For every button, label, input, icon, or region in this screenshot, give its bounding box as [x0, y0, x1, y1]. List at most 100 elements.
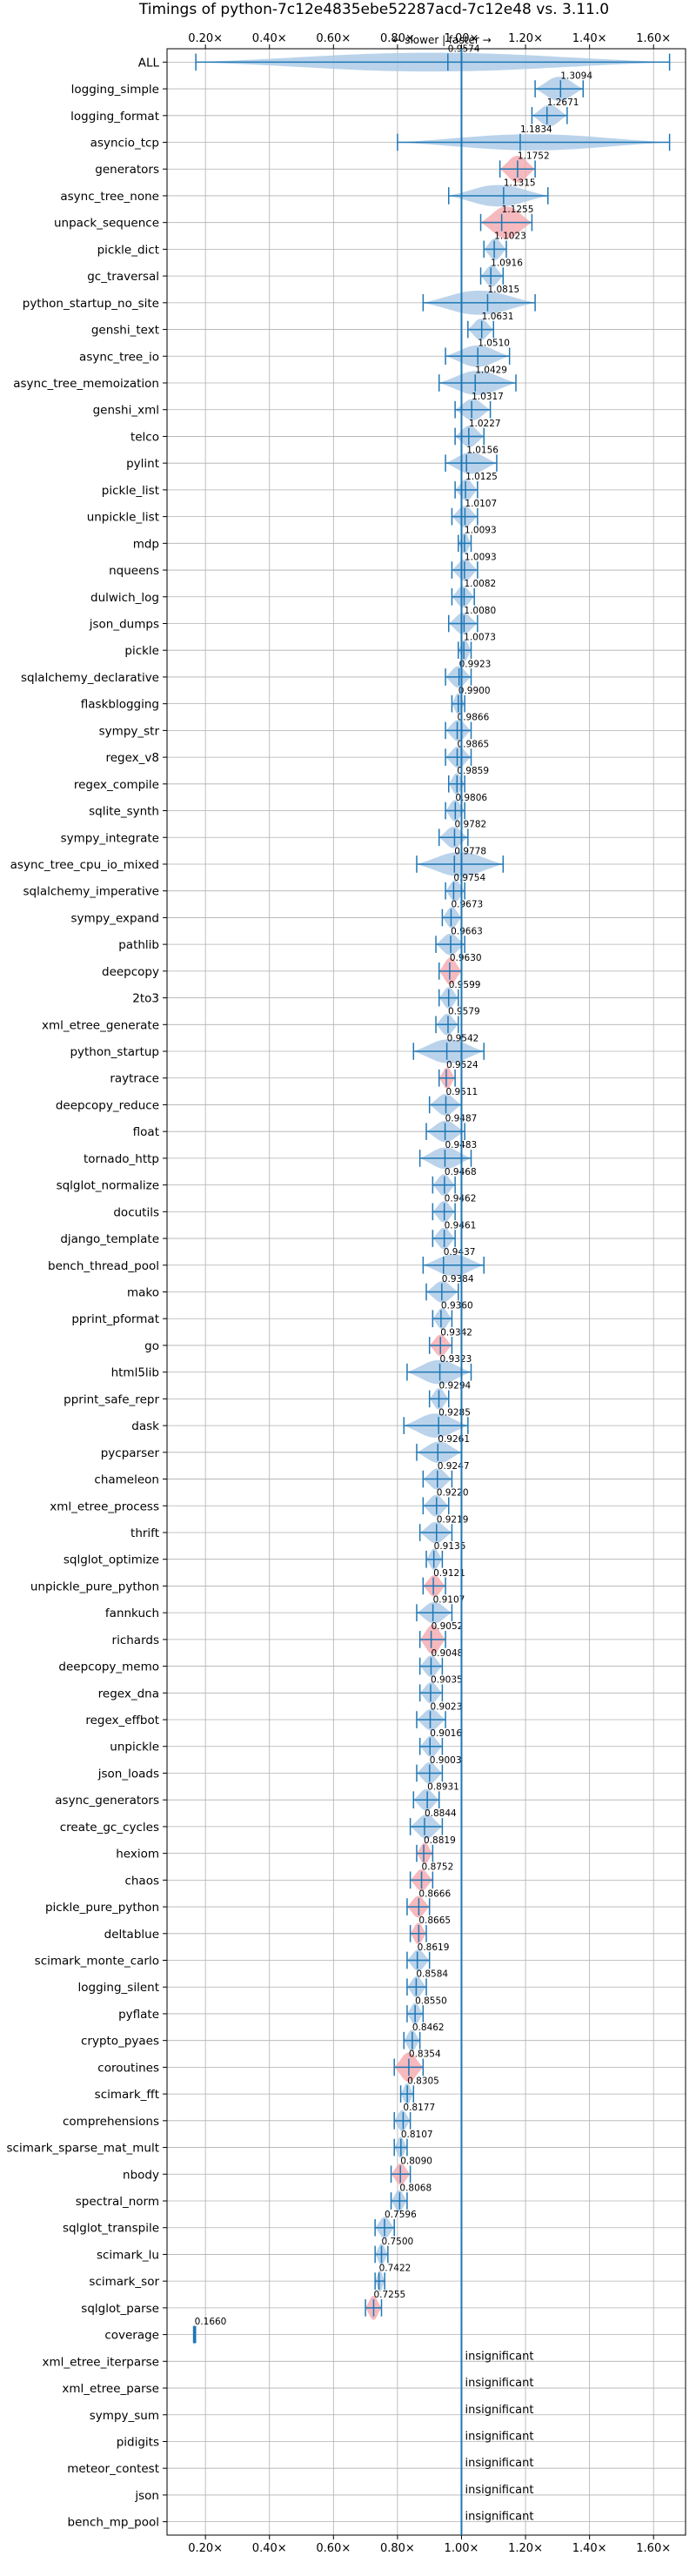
- benchmark-label: logging_format: [70, 110, 159, 124]
- value-label: 0.9220: [437, 1488, 469, 1499]
- value-label: 0.9754: [453, 873, 485, 883]
- benchmark-label: pathlib: [118, 938, 159, 952]
- value-label: 0.9923: [459, 659, 492, 669]
- benchmark-label: telco: [130, 430, 159, 444]
- benchmark-label: sympy_str: [99, 724, 160, 738]
- value-label: 0.9048: [431, 1648, 463, 1659]
- value-label: 1.1834: [520, 124, 552, 135]
- benchmark-label: bench_thread_pool: [48, 1259, 159, 1273]
- value-label: 0.9052: [432, 1621, 464, 1632]
- value-label: 0.8584: [416, 1969, 448, 1980]
- value-label: 0.8619: [418, 1942, 450, 1953]
- benchmark-label: python_startup_no_site: [23, 297, 159, 311]
- value-label: 0.9016: [430, 1728, 462, 1739]
- value-label: 0.9003: [430, 1755, 462, 1766]
- value-label: 1.1023: [494, 231, 526, 242]
- value-label: 0.9342: [440, 1327, 472, 1338]
- x-tick-label-bottom: 0.40×: [252, 2542, 287, 2555]
- benchmark-label: pickle_pure_python: [45, 1901, 159, 1915]
- benchmark-label: scimark_monte_carlo: [35, 1955, 159, 1969]
- value-label: 1.0429: [475, 365, 507, 375]
- benchmark-label: tornado_http: [84, 1152, 159, 1166]
- benchmark-label: richards: [112, 1633, 159, 1647]
- benchmark-label: dask: [131, 1419, 159, 1433]
- benchmark-label: unpack_sequence: [54, 217, 159, 231]
- value-label: 0.9859: [457, 766, 489, 776]
- benchmark-label: docutils: [113, 1205, 159, 1219]
- value-label: 0.8666: [418, 1888, 451, 1899]
- insignificant-label: insignificant: [465, 2430, 533, 2443]
- benchmark-label: chaos: [124, 1874, 159, 1888]
- value-label: 1.0107: [465, 499, 497, 509]
- benchmark-label: genshi_text: [91, 324, 159, 338]
- insignificant-label: insignificant: [465, 2457, 533, 2470]
- benchmark-label: sympy_sum: [90, 2409, 159, 2423]
- benchmark-label: thrift: [130, 1526, 159, 1540]
- benchmark-label: hexiom: [116, 1848, 159, 1862]
- benchmark-label: pyflate: [118, 2008, 159, 2022]
- benchmark-label: deepcopy: [102, 965, 159, 979]
- benchmark-label: mako: [127, 1286, 159, 1300]
- benchmark-label: xml_etree_parse: [62, 2382, 159, 2396]
- benchmark-label: async_tree_memoization: [13, 377, 159, 391]
- x-tick-label-bottom: 0.60×: [316, 2542, 351, 2555]
- benchmark-label: coroutines: [97, 2061, 159, 2075]
- value-label: 0.8819: [424, 1835, 456, 1846]
- x-tick-label-top: 1.60×: [636, 32, 671, 45]
- benchmark-label: json_loads: [97, 1767, 159, 1781]
- benchmark-label: regex_v8: [105, 751, 159, 765]
- x-tick-label-bottom: 0.20×: [188, 2542, 223, 2555]
- benchmark-label: deepcopy_memo: [58, 1660, 159, 1674]
- value-label: 1.0510: [478, 339, 510, 349]
- benchmark-label: mdp: [133, 537, 159, 551]
- benchmark-label: generators: [95, 163, 159, 177]
- value-label: 0.8305: [407, 2076, 439, 2086]
- value-label: 0.9574: [448, 44, 480, 55]
- value-labels: 0.9574 1.3094 1.2671 1.1834 1.1752 1.1315 1.12…: [195, 44, 593, 2524]
- value-label: 1.1315: [504, 178, 536, 188]
- benchmark-label: xml_etree_generate: [42, 1018, 159, 1032]
- benchmark-label: asyncio_tcp: [90, 137, 159, 151]
- value-label: 1.1752: [518, 151, 550, 162]
- x-tick-label-top: 1.00×: [445, 32, 479, 45]
- benchmark-label: pylint: [126, 457, 159, 471]
- benchmark-label: sqlite_synth: [89, 805, 159, 819]
- benchmark-label: create_gc_cycles: [60, 1821, 159, 1835]
- value-label: 0.9866: [458, 713, 490, 723]
- benchmark-label: pickle_dict: [97, 243, 159, 257]
- value-label: 0.9135: [434, 1541, 466, 1552]
- benchmark-label: pickle_list: [102, 484, 159, 498]
- value-label: 0.9023: [431, 1701, 463, 1712]
- value-label: 0.9524: [446, 1060, 478, 1070]
- benchmark-label: spectral_norm: [76, 2195, 159, 2209]
- value-label: 0.9384: [442, 1274, 474, 1285]
- value-label: 0.9673: [451, 900, 483, 910]
- benchmark-label: pprint_safe_repr: [64, 1392, 159, 1406]
- value-label: 0.9462: [445, 1194, 477, 1204]
- benchmark-label: pprint_pformat: [71, 1312, 159, 1326]
- benchmark-label: genshi_xml: [93, 404, 159, 418]
- benchmark-label: pickle: [124, 644, 159, 658]
- benchmark-label: sqlglot_optimize: [64, 1553, 159, 1567]
- benchmark-label: regex_effbot: [85, 1714, 159, 1727]
- value-label: 0.8462: [412, 2023, 445, 2033]
- benchmark-label: async_tree_none: [60, 190, 159, 204]
- benchmark-label: async_generators: [55, 1794, 159, 1808]
- benchmark-label: regex_compile: [74, 778, 159, 792]
- benchmark-label: django_template: [60, 1232, 159, 1246]
- value-label: 1.0080: [464, 606, 496, 616]
- benchmark-label: gc_traversal: [87, 270, 159, 284]
- value-label: 0.9865: [458, 739, 490, 749]
- value-label: 1.0125: [465, 472, 498, 482]
- value-label: 1.2671: [547, 97, 579, 108]
- benchmark-label: dulwich_log: [90, 591, 159, 605]
- value-label: 0.9461: [445, 1220, 477, 1231]
- benchmark-label: 2to3: [132, 992, 159, 1006]
- benchmark-label: sqlalchemy_imperative: [23, 885, 160, 899]
- value-label: 0.9468: [445, 1167, 477, 1177]
- benchmark-label: json: [134, 2489, 159, 2503]
- benchmark-label: fannkuch: [105, 1607, 159, 1620]
- value-label: 0.9599: [449, 980, 481, 990]
- value-label: 0.9806: [455, 793, 487, 803]
- value-label: 0.8354: [409, 2049, 441, 2060]
